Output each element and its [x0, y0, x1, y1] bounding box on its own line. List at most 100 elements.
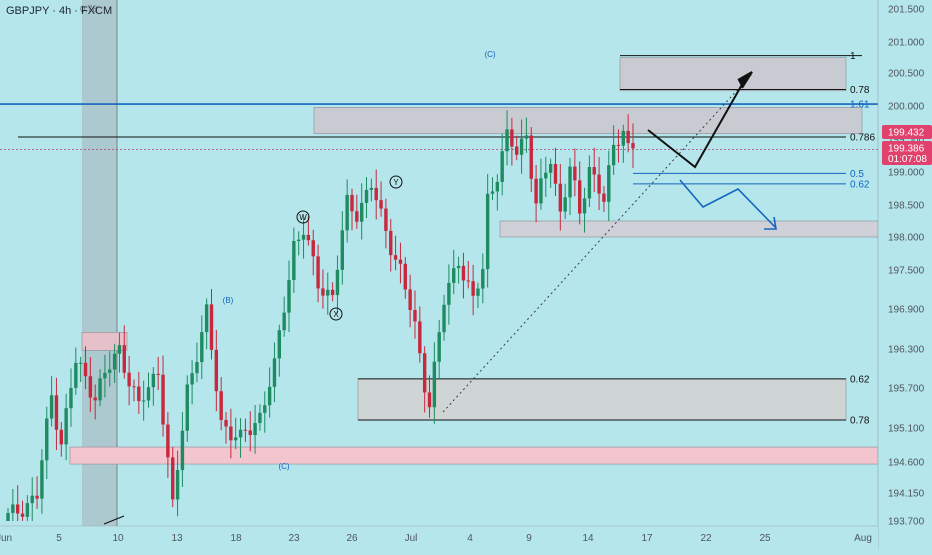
candle-body	[45, 418, 49, 461]
candle-body	[539, 178, 543, 204]
wave-label-circle	[389, 175, 403, 189]
zone-support-zone[interactable]	[499, 220, 879, 238]
price-tick-label: 198.000	[888, 233, 925, 244]
price-axis[interactable]	[878, 0, 932, 550]
price-tick-label: 201.000	[888, 38, 925, 49]
candle-body	[544, 172, 548, 179]
price-tick-label: 200.000	[888, 102, 925, 113]
candle-body	[30, 495, 34, 504]
candle-body	[374, 187, 378, 201]
candle-body	[616, 144, 621, 146]
candle-body	[49, 395, 54, 419]
candle-body	[171, 457, 175, 500]
candle-body	[204, 304, 209, 333]
price-tick-label: 197.500	[888, 266, 925, 277]
time-axis[interactable]	[0, 526, 878, 550]
time-tick-label: 26	[346, 533, 358, 544]
candle-body	[490, 191, 495, 194]
zone-bottom-zone[interactable]	[69, 446, 879, 465]
candle-body	[108, 369, 112, 373]
candle-body	[534, 178, 538, 204]
candle-body	[321, 288, 325, 296]
bearish-projection-path[interactable]	[679, 179, 777, 229]
candle-body	[185, 384, 189, 431]
candle-body	[137, 386, 141, 402]
band-marker-label: 0.78	[80, 4, 98, 14]
candle-body	[74, 362, 78, 388]
candle-body	[345, 194, 349, 231]
time-tick-label: Aug	[854, 533, 872, 544]
candle-body	[296, 239, 301, 242]
candle-body	[413, 309, 417, 322]
candle-body	[330, 289, 335, 296]
time-tick-label: Jul	[405, 533, 418, 544]
candle-body	[592, 167, 596, 175]
candle-body	[621, 130, 626, 146]
price-tick-label: 195.700	[888, 384, 925, 395]
candle-body	[83, 362, 88, 377]
candle-body	[326, 289, 330, 296]
candle-body	[456, 265, 461, 269]
candle-body	[267, 386, 272, 406]
zone-lower-support-zone[interactable]	[357, 378, 847, 421]
trendline[interactable]	[442, 73, 753, 413]
candle-body	[156, 373, 160, 375]
candle-body	[418, 321, 422, 354]
candle-body	[253, 423, 257, 436]
candle-body	[15, 504, 20, 514]
time-tick-label: 5	[56, 533, 62, 544]
time-tick-label: 14	[582, 533, 594, 544]
wave-label: (B)	[223, 296, 234, 305]
candle-body	[272, 358, 277, 387]
price-tag-current	[882, 125, 932, 139]
candle-body	[384, 208, 388, 231]
candle-body	[364, 189, 369, 203]
candle-body	[234, 437, 238, 441]
price-tick-label: 196.300	[888, 345, 925, 356]
candle-body	[166, 424, 170, 458]
candle-body	[88, 376, 93, 398]
candle-body	[631, 143, 635, 149]
candle-body	[519, 138, 524, 155]
candle-body	[563, 197, 567, 212]
candle-body	[447, 282, 451, 305]
candle-body	[427, 392, 432, 408]
candle-body	[568, 166, 572, 198]
price-tag-close	[882, 141, 932, 165]
current-price-label: 199.432	[888, 128, 925, 139]
time-tick-label: 25	[759, 533, 771, 544]
bullish-projection-path[interactable]	[647, 73, 749, 169]
drawing-segment	[103, 515, 125, 525]
candle-body	[452, 268, 456, 283]
wave-label: (C)	[484, 50, 495, 59]
candle-body	[379, 200, 383, 209]
candle-body	[243, 429, 248, 431]
candle-body	[209, 304, 214, 350]
candle-body	[466, 280, 470, 282]
time-tick-label: 17	[641, 533, 653, 544]
price-tick-label: 194.600	[888, 458, 925, 469]
zone-target-zone[interactable]	[619, 57, 847, 92]
candle-body	[335, 269, 340, 296]
candle-body	[292, 241, 296, 280]
candle-body	[582, 198, 587, 214]
zone-left-zone[interactable]	[81, 332, 128, 351]
candle-body	[229, 426, 233, 441]
time-tick-label: 9	[526, 533, 532, 544]
candle-body	[355, 211, 359, 222]
candle-body	[393, 255, 398, 260]
candle-body	[117, 345, 122, 354]
candle-body	[553, 164, 558, 184]
candle-body	[485, 193, 490, 270]
candle-body	[529, 135, 533, 179]
candle-body	[20, 513, 25, 517]
symbol-title: GBPJPY · 4h · FXCM	[6, 5, 113, 17]
candle-body	[461, 265, 466, 281]
bar-countdown-label: 01:07:08	[888, 154, 927, 165]
time-tick-label: Jun	[0, 533, 12, 544]
zone-resistance-zone[interactable]	[313, 107, 863, 135]
candle-body	[132, 386, 136, 388]
candle-body	[437, 332, 441, 362]
